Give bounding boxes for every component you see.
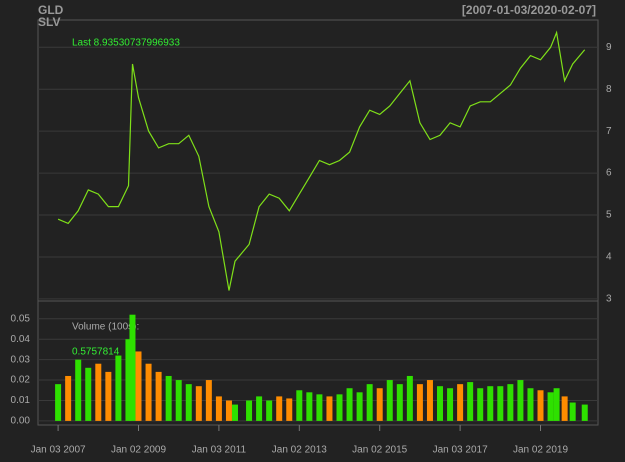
y-tick-label: 0.01 (11, 395, 31, 406)
volume-bar (581, 404, 588, 421)
volume-bar (437, 386, 444, 421)
volume-bar (195, 386, 202, 421)
y-tick-label: 0.04 (11, 334, 31, 345)
date-range: [2007-01-03/2020-02-07] (462, 3, 596, 17)
volume-bar (115, 355, 122, 421)
volume-bar (205, 380, 212, 421)
volume-bar (85, 367, 92, 421)
x-tick-label: Jan 02 2013 (272, 445, 327, 456)
volume-bar (569, 402, 576, 421)
volume-bar (376, 388, 383, 421)
volume-bar (326, 396, 333, 421)
volume-bar (306, 392, 313, 421)
volume-last: 0.5757814 (72, 347, 120, 358)
y-tick-label: 8 (606, 84, 612, 95)
y-tick-label: 3 (606, 294, 612, 305)
volume-bar (426, 380, 433, 421)
volume-bar (75, 359, 82, 421)
volume-bar (396, 384, 403, 421)
x-tick-label: Jan 03 2017 (433, 445, 488, 456)
volume-bar (547, 392, 554, 421)
volume-bar (286, 398, 293, 421)
volume-bar (175, 380, 182, 421)
volume-bar (155, 371, 162, 421)
x-tick-label: Jan 02 2019 (513, 445, 568, 456)
volume-bar (447, 388, 454, 421)
volume-bar (125, 339, 132, 421)
volume-bar (537, 390, 544, 421)
y-tick-label: 4 (606, 252, 612, 263)
y-tick-label: 9 (606, 42, 612, 53)
volume-bar (517, 380, 524, 421)
volume-bar (165, 375, 172, 421)
volume-bar (256, 396, 263, 421)
y-tick-label: 0.03 (11, 354, 31, 365)
volume-bar (276, 396, 283, 421)
volume-bar (527, 388, 534, 421)
volume-bar (336, 394, 343, 421)
x-tick-label: Jan 02 2009 (111, 445, 166, 456)
volume-bar (497, 386, 504, 421)
x-tick-label: Jan 02 2015 (352, 445, 407, 456)
y-tick-label: 7 (606, 126, 612, 137)
volume-bar (316, 394, 323, 421)
volume-bar (406, 375, 413, 421)
volume-bar (129, 314, 136, 421)
volume-bar (266, 400, 273, 421)
volume-bar (467, 382, 474, 421)
volume-bar (366, 384, 373, 421)
volume-bar (231, 404, 238, 421)
chart-title: GLD (38, 3, 64, 17)
chart-subtitle: SLV (38, 15, 60, 29)
x-tick-label: Jan 03 2011 (192, 445, 247, 456)
volume-bar (145, 363, 152, 421)
volume-bar (386, 380, 393, 421)
volume-bar (487, 386, 494, 421)
volume-annotation: Volume (100s): (72, 322, 139, 333)
x-tick-label: Jan 03 2007 (31, 445, 86, 456)
panel-frame (37, 300, 599, 426)
volume-bar (296, 390, 303, 421)
y-tick-label: 0.05 (11, 313, 31, 324)
price-line (57, 30, 586, 291)
volume-bar (477, 388, 484, 421)
y-tick-label: 6 (606, 168, 612, 179)
volume-bar (105, 371, 112, 421)
volume-bar (225, 400, 232, 421)
volume-bar (356, 392, 363, 421)
last-annotation: Last 8.93530737996933 (72, 38, 180, 49)
volume-bar (55, 384, 62, 421)
volume-bar (135, 351, 142, 421)
volume-bar (507, 384, 514, 421)
volume-bar (246, 400, 253, 421)
y-tick-label: 0.02 (11, 375, 31, 386)
volume-bar (346, 388, 353, 421)
y-tick-label: 0.00 (11, 416, 31, 427)
volume-bar (95, 363, 102, 421)
volume-bar (553, 388, 560, 421)
volume-bar (215, 396, 222, 421)
volume-bar (65, 375, 72, 421)
volume-bar (457, 384, 464, 421)
y-tick-label: 5 (606, 210, 612, 221)
volume-bar (561, 396, 568, 421)
volume-bar (185, 384, 192, 421)
volume-bar (416, 384, 423, 421)
